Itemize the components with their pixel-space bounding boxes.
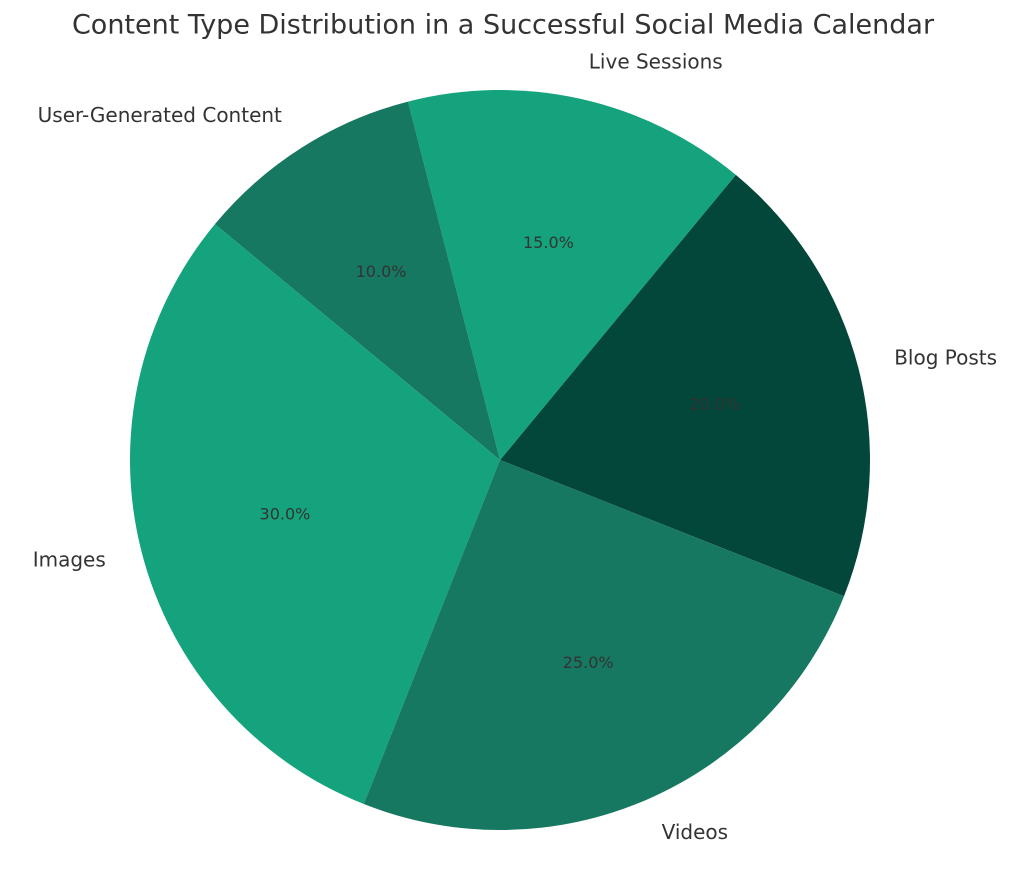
value-label: 30.0% (260, 505, 311, 524)
pie-slice (500, 174, 870, 597)
slice-label: Blog Posts (894, 345, 997, 369)
value-label: 25.0% (563, 653, 614, 672)
value-label: 10.0% (356, 262, 407, 281)
slice-label: Live Sessions (589, 49, 723, 73)
pie-slice (214, 101, 500, 460)
pie-slice (363, 460, 845, 830)
slice-label: User-Generated Content (38, 103, 282, 127)
value-label: 20.0% (690, 394, 741, 413)
chart-title: Content Type Distribution in a Successfu… (72, 10, 935, 41)
slice-label: Images (33, 548, 106, 572)
pie-slice (407, 89, 736, 460)
pie-slice (130, 224, 500, 805)
slice-label: Videos (662, 820, 728, 844)
value-label: 15.0% (523, 233, 574, 252)
